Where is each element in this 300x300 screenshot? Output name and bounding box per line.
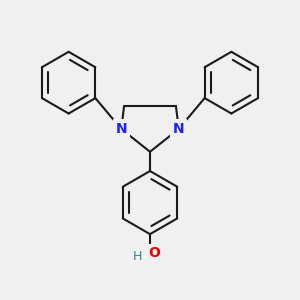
Text: H: H bbox=[133, 250, 142, 263]
Text: O: O bbox=[148, 246, 160, 260]
Text: N: N bbox=[116, 122, 127, 136]
Text: N: N bbox=[173, 122, 184, 136]
